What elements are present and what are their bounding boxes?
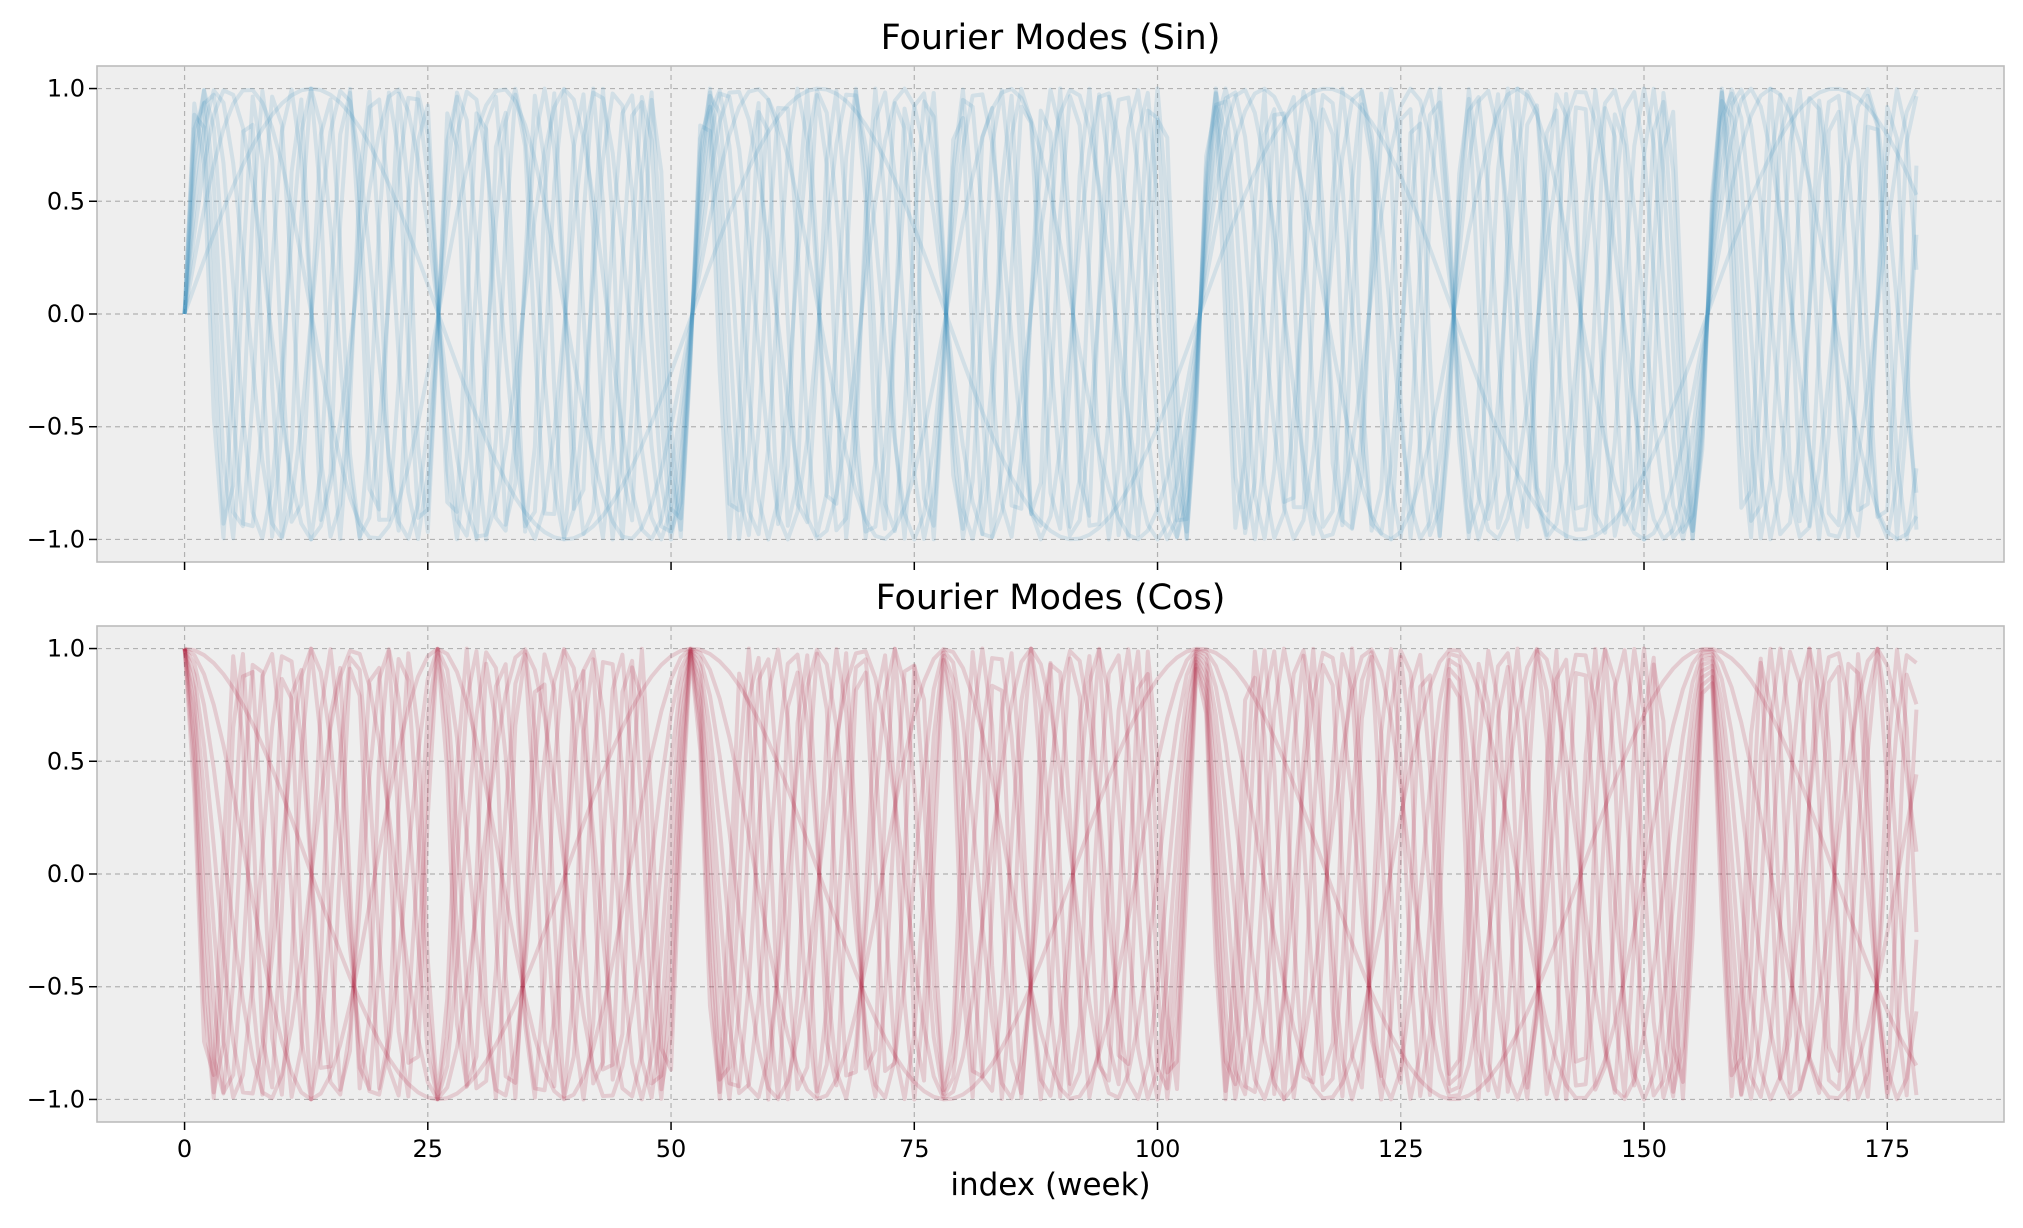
cos-panel: 0 25 50 75 100 125 150 175 −1.0 −0.5 0.0 0.5 1.0 Four… xyxy=(27,578,2005,1203)
sin-mode-8-line xyxy=(182,86,1919,542)
y-tick-label: 0.5 xyxy=(47,747,85,775)
y-tick-label: −0.5 xyxy=(27,973,85,1001)
sin-mode-10-line xyxy=(182,86,1919,542)
y-tick-label: 1.0 xyxy=(47,635,85,663)
sin-panel: −1.0 −0.5 0.0 0.5 1.0 Fourier Modes (Sin) xyxy=(27,18,2005,570)
cos-mode-5-line xyxy=(182,646,1918,1102)
x-tick-label: 25 xyxy=(413,1135,444,1163)
sin-mode-9-line xyxy=(182,86,1919,542)
x-tick-label: 150 xyxy=(1621,1135,1667,1163)
y-tick-label: 0.0 xyxy=(47,300,85,328)
cos-mode-8-line xyxy=(182,646,1919,1102)
sin-mode-7-line xyxy=(182,86,1919,542)
sin-mode-6-line xyxy=(182,86,1919,542)
series-group xyxy=(182,646,1919,1102)
y-tick-label: 0.0 xyxy=(47,860,85,888)
y-tick-label: −0.5 xyxy=(27,413,85,441)
cos-mode-9-line xyxy=(182,646,1919,1102)
sin-mode-5-line xyxy=(182,86,1919,542)
x-tick-label: 175 xyxy=(1864,1135,1910,1163)
x-tick-label: 100 xyxy=(1135,1135,1181,1163)
cos-mode-7-line xyxy=(182,646,1919,1102)
sin-mode-4-line xyxy=(182,87,1919,542)
cos-mode-4-line xyxy=(182,646,1919,1102)
cos-mode-6-line xyxy=(182,646,1919,1102)
x-tick-label: 50 xyxy=(656,1135,687,1163)
x-axis-label: index (week) xyxy=(950,1167,1150,1203)
y-tick-label: 1.0 xyxy=(47,75,85,103)
series-group xyxy=(182,86,1919,542)
cos-mode-10-line xyxy=(182,646,1919,1102)
x-tick-label: 75 xyxy=(899,1135,930,1163)
cos-mode-1-line xyxy=(184,646,1919,1102)
y-tick-label: −1.0 xyxy=(27,525,85,553)
sin-mode-3-line xyxy=(182,86,1919,542)
sin-mode-1-line xyxy=(182,86,1919,542)
y-tick-label: −1.0 xyxy=(27,1085,85,1113)
x-tick-label: 125 xyxy=(1378,1135,1424,1163)
sin-mode-2-line xyxy=(182,86,1919,542)
cos-mode-3-line xyxy=(182,646,1919,1102)
chart-title: Fourier Modes (Cos) xyxy=(876,578,1226,618)
x-tick-label: 0 xyxy=(177,1135,192,1163)
cos-mode-2-line xyxy=(183,646,1919,1102)
y-tick-label: 0.5 xyxy=(47,187,85,215)
chart-title: Fourier Modes (Sin) xyxy=(881,18,1221,58)
